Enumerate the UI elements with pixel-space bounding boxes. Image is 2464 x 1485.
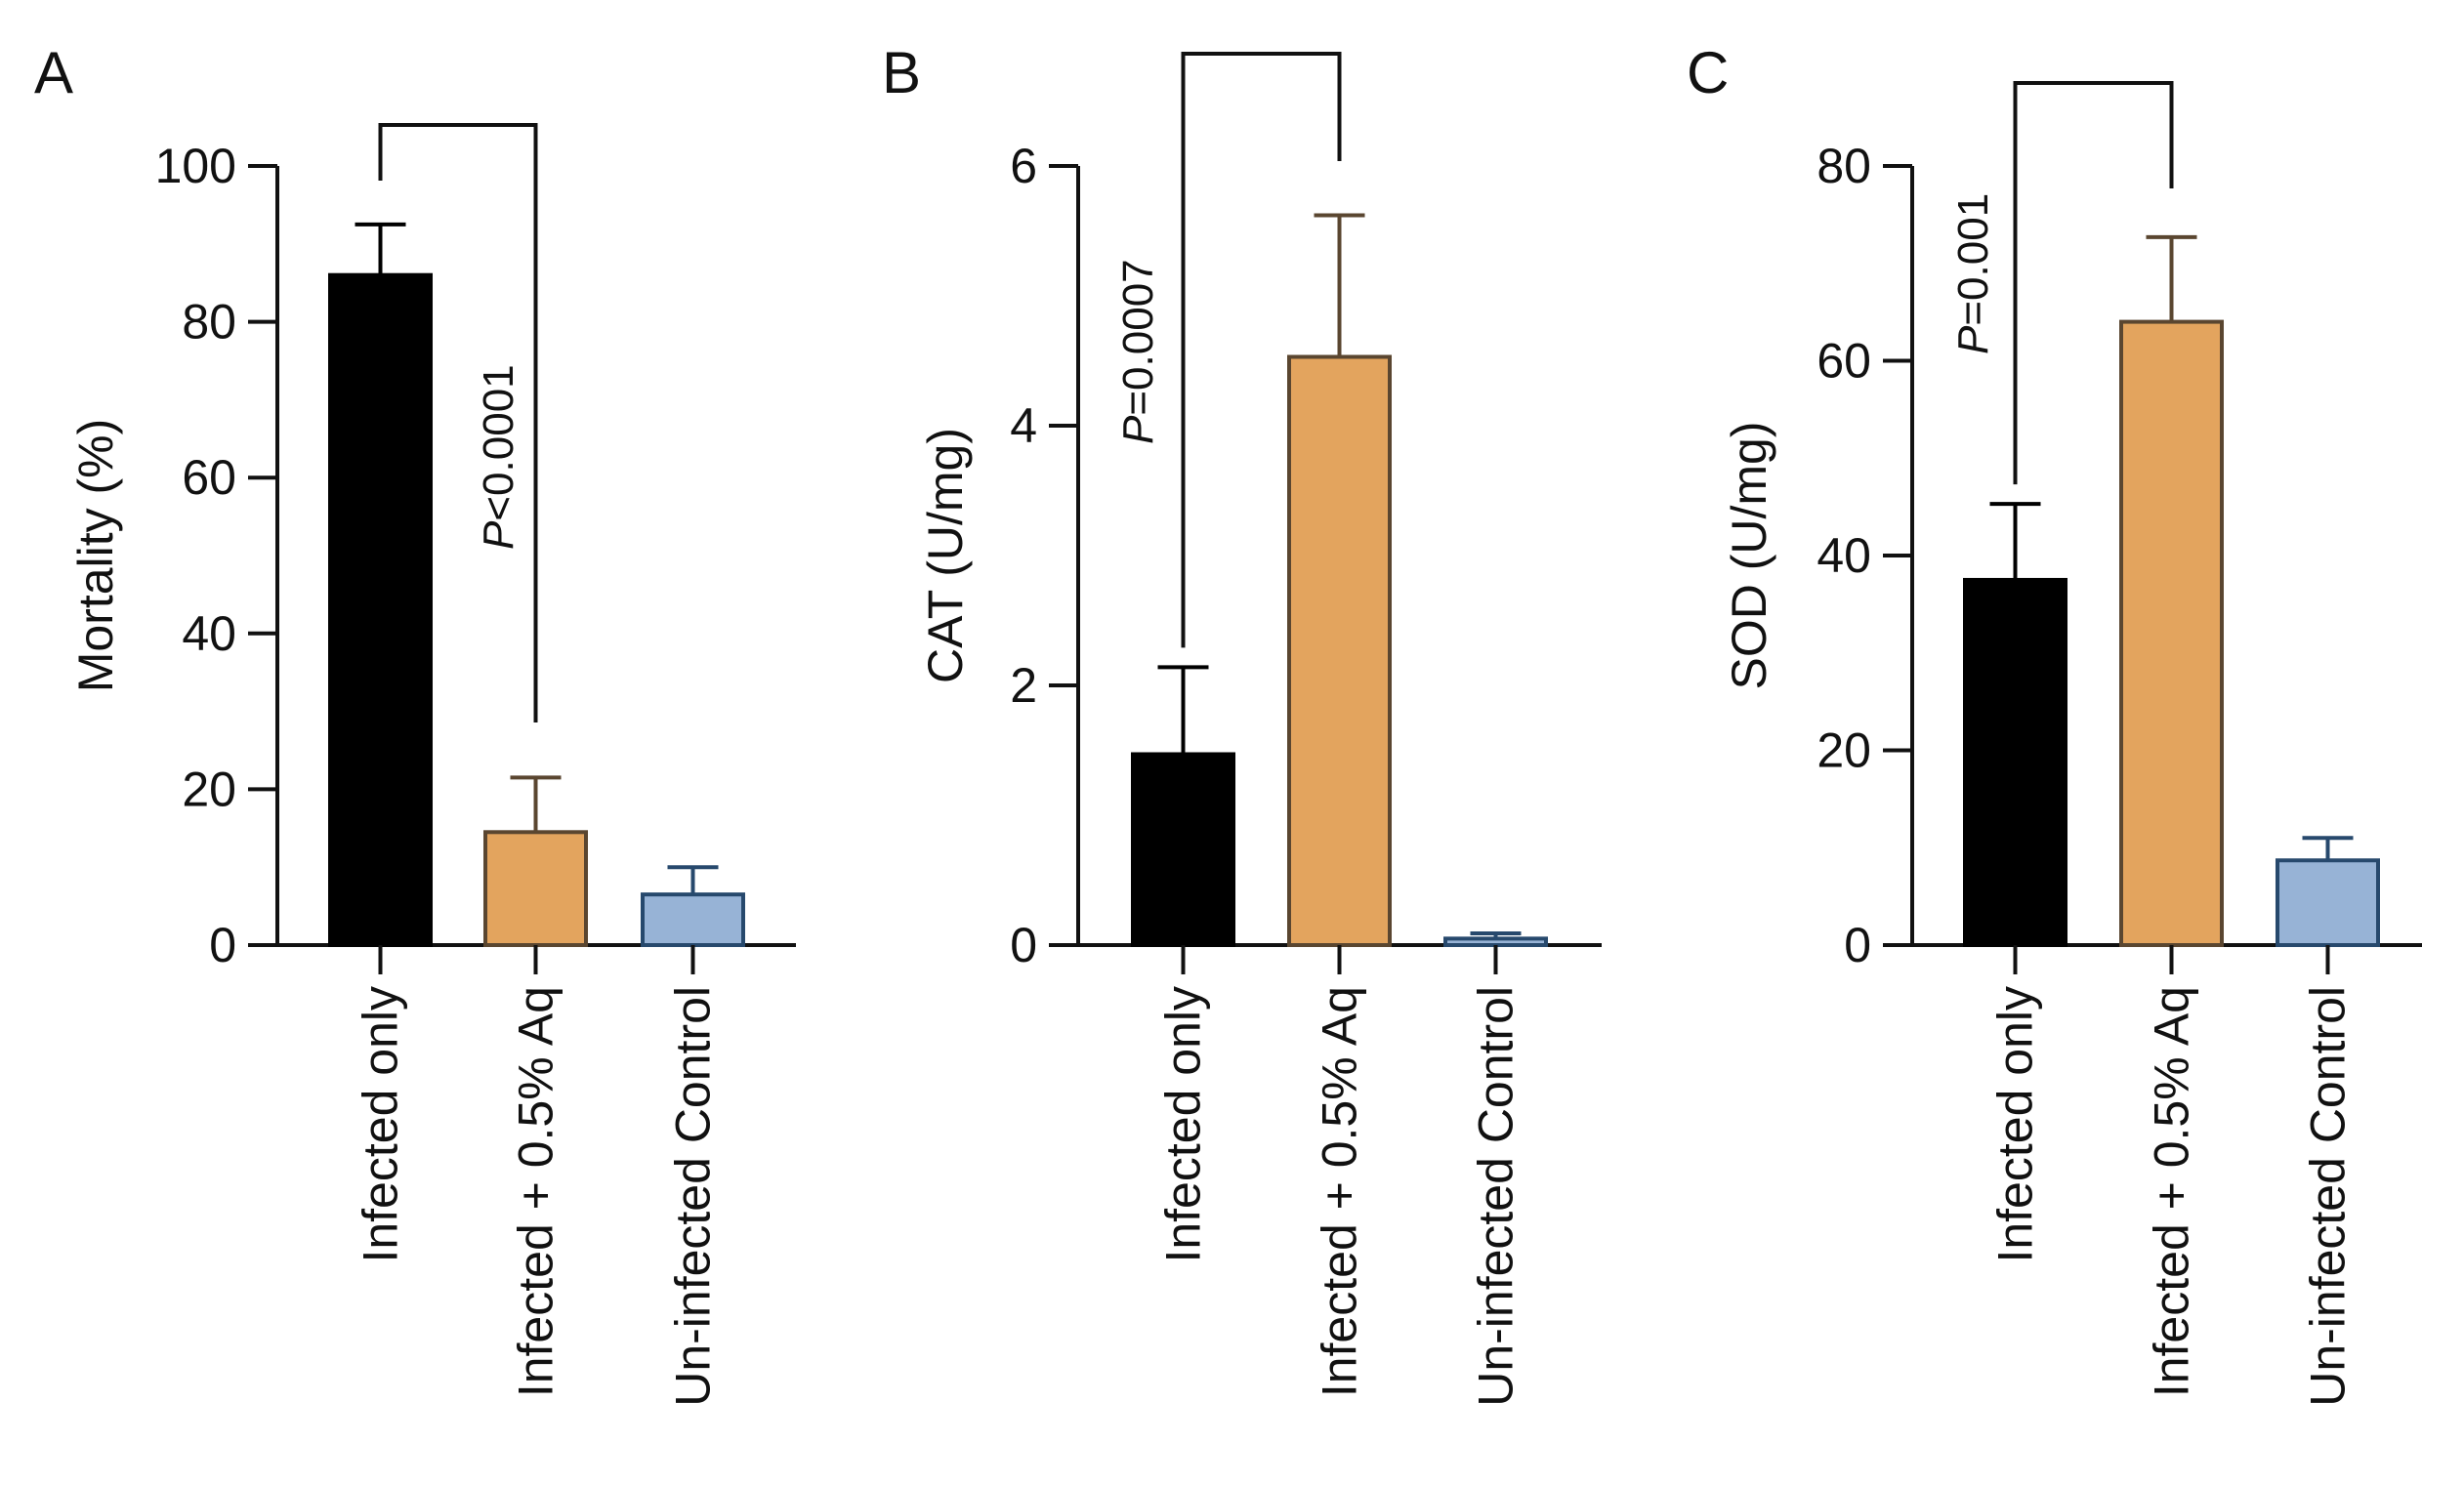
bar — [1131, 752, 1235, 947]
p-value-symbol: P — [1114, 415, 1162, 444]
bar — [328, 272, 433, 948]
x-tick-label: Infected + 0.5% Aq — [509, 986, 564, 1397]
y-tick-label: 40 — [182, 606, 236, 661]
bar — [1287, 354, 1392, 947]
p-value-label: P=0.0007 — [1114, 259, 1162, 444]
chart-panel-b: B CAT (U/mg) 0 2 4 6 Infected only Infected + 0… — [882, 40, 1602, 1407]
panel-letter: A — [34, 40, 73, 105]
x-tick-label: Infected only — [1988, 986, 2043, 1263]
y-tick-label: 4 — [1010, 398, 1037, 453]
p-value-text: =0.0007 — [1114, 259, 1162, 415]
y-tick-label: 100 — [155, 139, 236, 193]
p-value-label: P=0.001 — [1949, 193, 1997, 354]
x-tick-label: Un-infected Control — [1469, 986, 1524, 1407]
p-value-label: P<0.0001 — [475, 364, 522, 550]
y-tick-label: 60 — [182, 450, 236, 505]
y-axis-label: Mortality (%) — [68, 419, 123, 693]
p-value-text: <0.0001 — [475, 364, 522, 520]
x-tick-label: Un-infected Control — [2301, 986, 2356, 1407]
x-tick-label: Infected only — [354, 986, 408, 1263]
p-value-text: =0.001 — [1949, 193, 1997, 326]
p-value-symbol: P — [475, 520, 522, 550]
chart-panel-c: C SOD (U/mg) 0 20 40 60 80 Infected only Infecte… — [1687, 40, 2422, 1407]
y-tick-label: 20 — [1817, 723, 1871, 778]
bar — [2276, 858, 2380, 948]
bar — [483, 830, 588, 947]
y-tick-label: 0 — [1010, 918, 1037, 972]
significance-bracket — [1181, 52, 1342, 648]
y-tick-label: 60 — [1817, 334, 1871, 389]
y-tick-label: 40 — [1817, 528, 1871, 583]
y-tick-label: 80 — [182, 295, 236, 350]
y-tick-label: 0 — [1844, 918, 1871, 972]
bar — [641, 892, 745, 948]
x-tick-label: Infected only — [1156, 986, 1211, 1263]
chart-panel-a: A Mortality (%) 0 20 40 60 80 100 Infected only I… — [34, 40, 796, 1407]
x-tick-label: Un-infected Control — [666, 986, 721, 1407]
p-value-symbol: P — [1949, 325, 1997, 354]
y-tick-label: 20 — [182, 762, 236, 816]
panel-letter: B — [882, 40, 921, 105]
y-axis-label: SOD (U/mg) — [1722, 422, 1776, 690]
significance-bracket — [378, 123, 538, 722]
y-tick-label: 80 — [1817, 139, 1871, 193]
bar — [2119, 319, 2224, 948]
y-tick-label: 6 — [1010, 139, 1037, 193]
y-axis-label: CAT (U/mg) — [918, 428, 973, 683]
x-tick-label: Infected + 0.5% Aq — [1313, 986, 1367, 1397]
y-tick-label: 0 — [209, 918, 236, 972]
bar — [1443, 936, 1548, 947]
y-tick-label: 2 — [1010, 658, 1037, 713]
panel-letter: C — [1687, 40, 1729, 105]
x-tick-label: Infected + 0.5% Aq — [2145, 986, 2199, 1397]
significance-bracket — [2013, 81, 2174, 485]
bar — [1963, 577, 2067, 947]
